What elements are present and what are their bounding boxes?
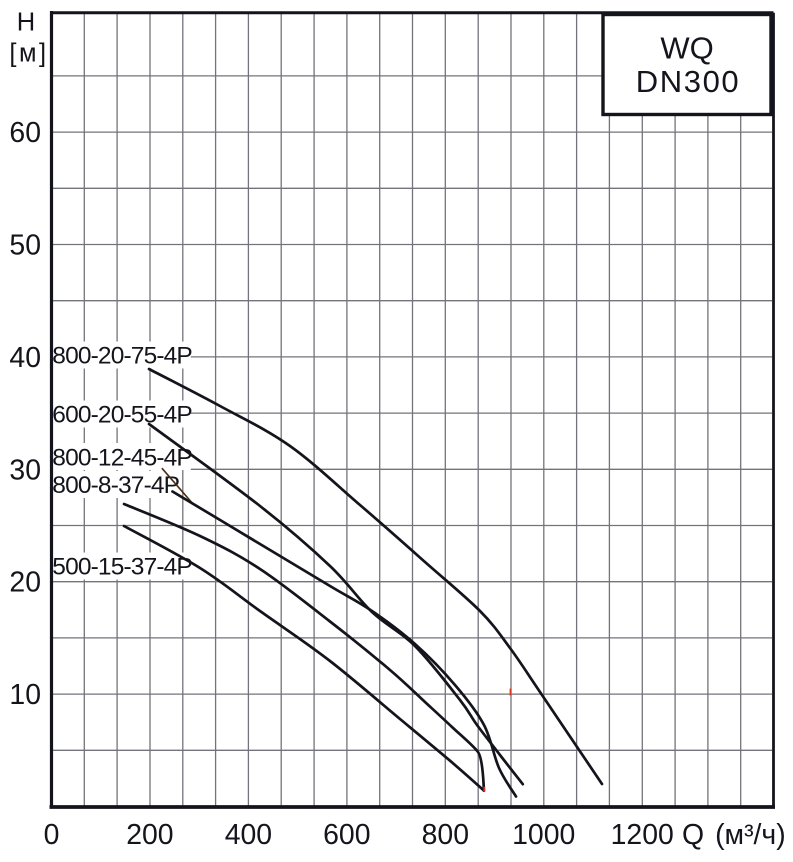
svg-text:200: 200 [126, 819, 173, 851]
svg-text:600: 600 [323, 819, 370, 851]
svg-text:H: H [17, 9, 35, 37]
svg-text:800-12-45-4P: 800-12-45-4P [52, 444, 192, 471]
svg-text:20: 20 [9, 567, 41, 599]
svg-text:800-20-75-4P: 800-20-75-4P [52, 343, 192, 370]
svg-text:40: 40 [9, 342, 41, 374]
svg-text:50: 50 [9, 230, 41, 262]
svg-text:30: 30 [9, 454, 41, 486]
svg-text:1000: 1000 [512, 819, 575, 851]
svg-text:1200: 1200 [611, 819, 674, 851]
svg-text:10: 10 [9, 679, 41, 711]
svg-text:[м]: [м] [9, 40, 48, 68]
svg-text:Q(м³/ч): Q (м³/ч) [682, 819, 786, 851]
svg-text:800: 800 [422, 819, 469, 851]
svg-text:0: 0 [44, 819, 60, 851]
svg-text:500-15-37-4P: 500-15-37-4P [52, 554, 192, 581]
svg-text:DN300: DN300 [636, 64, 741, 99]
svg-text:800-8-37-4P: 800-8-37-4P [52, 472, 179, 499]
svg-text:60: 60 [9, 117, 41, 149]
svg-text:WQ: WQ [660, 31, 713, 66]
svg-text:600-20-55-4P: 600-20-55-4P [52, 402, 192, 429]
svg-text:400: 400 [225, 819, 272, 851]
